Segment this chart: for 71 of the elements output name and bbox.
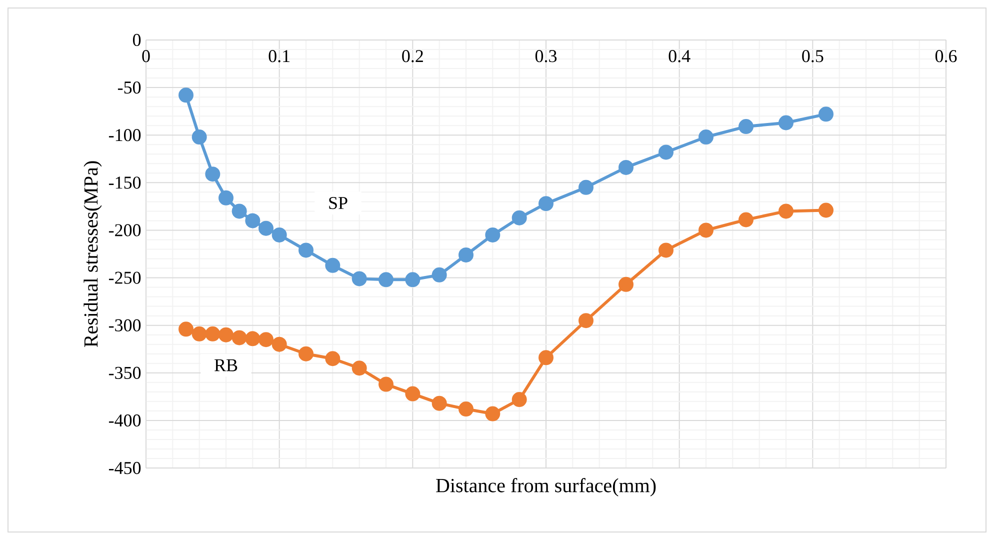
point (738, 212, 754, 228)
point (325, 258, 340, 273)
point (432, 267, 447, 282)
point (258, 220, 274, 236)
point (245, 331, 260, 346)
x-tick-label: 0.5 (802, 50, 824, 62)
x-tick-label: 0.1 (268, 50, 290, 62)
point (578, 180, 594, 195)
point (272, 227, 287, 242)
series-label: RB (214, 359, 238, 372)
x-axis-title: Distance from surface(mm) (436, 478, 656, 496)
point (578, 313, 594, 328)
point (698, 222, 714, 238)
point (512, 392, 527, 408)
point (778, 204, 794, 219)
point (178, 322, 194, 337)
x-tick-label: 0.6 (935, 50, 957, 62)
point (272, 336, 287, 352)
point (298, 242, 314, 258)
point (458, 247, 474, 262)
y-tick-label: -250 (108, 272, 141, 284)
point (658, 242, 674, 258)
y-tick-label: -350 (108, 366, 141, 379)
point (205, 166, 220, 182)
x-tick-label: 0 (142, 50, 150, 62)
point (352, 360, 367, 376)
point (432, 396, 447, 411)
point (618, 160, 634, 175)
y-axis-title: Residual stresses(MPa) (84, 161, 102, 348)
point (405, 272, 420, 288)
x-tick-label: 0.4 (668, 50, 690, 62)
y-tick-label: -150 (108, 176, 141, 189)
y-tick-label: -450 (108, 462, 141, 474)
point (485, 406, 500, 422)
point (458, 402, 474, 417)
y-tick-label: -200 (108, 224, 141, 236)
point (178, 88, 194, 103)
point (258, 332, 274, 348)
point (192, 326, 207, 342)
point (298, 346, 314, 362)
y-tick-label: 0 (132, 34, 141, 46)
y-tick-label: -100 (108, 129, 141, 142)
y-tick-label: -50 (118, 81, 141, 94)
point (538, 350, 554, 366)
point (538, 196, 554, 212)
y-tick-label: -300 (108, 319, 141, 332)
point (245, 213, 260, 228)
point (218, 190, 234, 206)
point (232, 330, 247, 346)
point (698, 130, 714, 145)
point (512, 210, 527, 226)
point (232, 204, 247, 219)
point (205, 326, 220, 342)
point (325, 351, 340, 366)
text: SP (329, 197, 348, 210)
x-tick-label: 0.2 (402, 50, 423, 62)
point (405, 386, 420, 402)
point (618, 276, 634, 292)
point (738, 119, 754, 134)
point (352, 271, 367, 286)
point (818, 106, 834, 122)
point (218, 327, 234, 342)
point (192, 130, 207, 145)
point (378, 376, 394, 392)
point (658, 144, 674, 160)
y-tick-label: -400 (108, 414, 141, 427)
point (778, 115, 794, 130)
point (485, 227, 500, 242)
point (378, 272, 394, 288)
point (818, 202, 834, 218)
x-tick-label: 0.3 (535, 50, 557, 62)
